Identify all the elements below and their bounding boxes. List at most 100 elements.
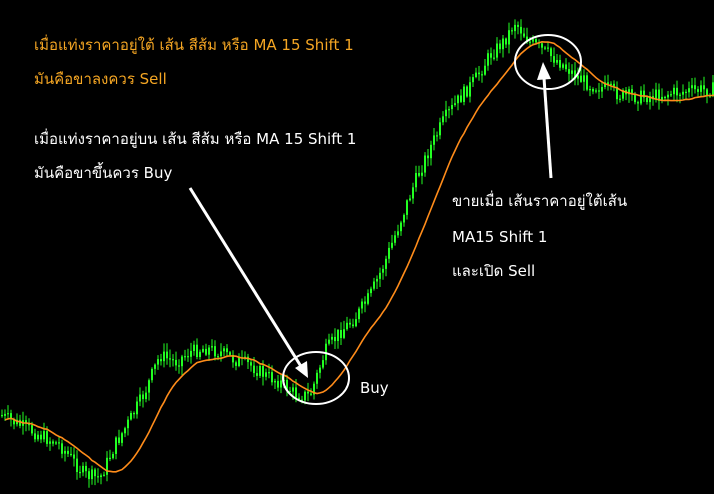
candle-body	[370, 288, 372, 294]
candle-body	[106, 457, 108, 475]
candle-body	[469, 82, 471, 97]
candle-body	[649, 96, 651, 103]
candle-body	[535, 39, 537, 43]
candle-body	[613, 83, 615, 87]
candle-body	[517, 24, 519, 27]
candle-body	[151, 368, 153, 381]
candle-body	[427, 155, 429, 159]
candle-body	[601, 87, 603, 92]
candle-body	[205, 348, 207, 355]
candle-body	[217, 356, 219, 358]
sell-rule-line2: มันคือขาลงควร Sell	[34, 70, 167, 88]
candle-body	[409, 198, 411, 201]
candle-body	[157, 359, 159, 365]
sell-note-line3: และเปิด Sell	[452, 262, 536, 280]
candle-body	[307, 391, 309, 394]
candle-body	[10, 413, 12, 420]
candle-body	[646, 97, 648, 103]
candle-body	[499, 43, 501, 50]
candle-body	[556, 60, 558, 63]
candle-body	[97, 476, 99, 478]
candle-body	[46, 431, 48, 444]
candle-body	[505, 38, 507, 45]
candle-body	[583, 75, 585, 82]
candle-body	[262, 365, 264, 377]
candle-body	[172, 359, 174, 361]
candle-body	[13, 419, 15, 425]
candle-body	[25, 420, 27, 423]
candle-body	[64, 450, 66, 454]
candle-body	[91, 469, 93, 480]
candle-body	[376, 278, 378, 282]
candle-body	[463, 86, 465, 102]
candle-body	[196, 344, 198, 357]
candle-body	[589, 89, 591, 91]
candle-body	[40, 434, 42, 440]
candle-body	[247, 356, 249, 363]
candle-body	[571, 70, 573, 74]
candle-body	[511, 30, 513, 32]
candle-body	[478, 72, 480, 75]
candle-body	[361, 301, 363, 309]
candle-body	[619, 98, 621, 100]
candle-body	[628, 89, 630, 95]
candle-body	[58, 442, 60, 444]
candle-body	[310, 393, 312, 395]
candle-body	[481, 74, 483, 76]
candle-body	[274, 380, 276, 383]
candle-body	[298, 397, 300, 400]
candle-body	[577, 75, 579, 79]
buy-rule-line2: มันคือขาขึ้นควร Buy	[34, 164, 173, 182]
candle-body	[1, 415, 3, 417]
candle-body	[496, 43, 498, 58]
candle-body	[184, 356, 186, 358]
candle-body	[553, 56, 555, 63]
candle-body	[712, 82, 714, 96]
candle-body	[34, 433, 36, 440]
candle-body	[526, 36, 528, 42]
candle-body	[160, 359, 162, 362]
candle-body	[175, 359, 177, 366]
candle-body	[547, 47, 549, 49]
candle-body	[559, 60, 561, 68]
candle-body	[73, 454, 75, 459]
candle-body	[451, 105, 453, 110]
candle-body	[415, 173, 417, 188]
candle-body	[580, 75, 582, 82]
candle-body	[700, 85, 702, 92]
candle-body	[130, 413, 132, 420]
candle-body	[412, 187, 414, 199]
candle-body	[703, 85, 705, 90]
candle-body	[679, 94, 681, 96]
candle-body	[631, 89, 633, 95]
candle-body	[328, 339, 330, 344]
candle-body	[670, 94, 672, 96]
candle-body	[7, 413, 9, 415]
candle-body	[70, 453, 72, 456]
candle-body	[355, 319, 357, 327]
candle-body	[115, 437, 117, 454]
candle-body	[331, 336, 333, 340]
candle-body	[166, 351, 168, 359]
candle-body	[391, 242, 393, 248]
candle-body	[154, 364, 156, 369]
candle-body	[637, 102, 639, 104]
candle-body	[268, 372, 270, 374]
candle-body	[67, 450, 69, 454]
candle-body	[112, 454, 114, 459]
candle-body	[103, 474, 105, 476]
candle-body	[382, 268, 384, 273]
candle-body	[586, 75, 588, 90]
candle-body	[76, 458, 78, 472]
candle-body	[364, 301, 366, 304]
candle-body	[202, 348, 204, 352]
candle-body	[373, 281, 375, 289]
candle-body	[319, 367, 321, 373]
candle-body	[211, 346, 213, 348]
candle-body	[61, 443, 63, 454]
candle-body	[676, 87, 678, 96]
candle-body	[508, 30, 510, 45]
candle-body	[466, 86, 468, 97]
candle-body	[634, 94, 636, 103]
